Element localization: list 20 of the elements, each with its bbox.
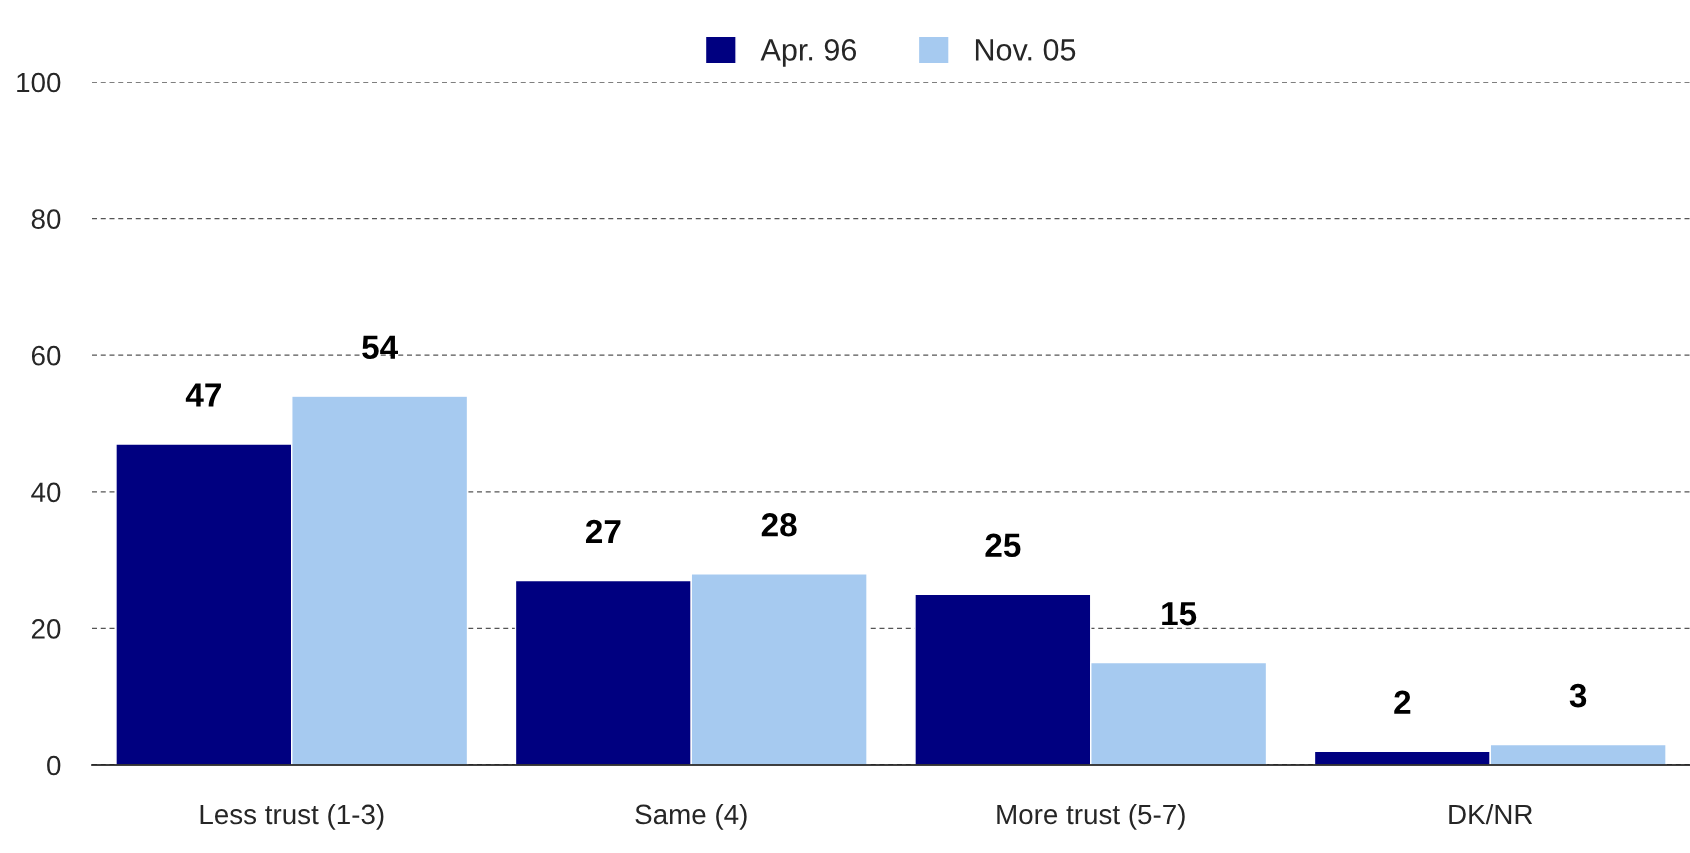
data-label: 3 [1569, 683, 1587, 708]
y-tick-label: 60 [31, 345, 61, 366]
data-label: 15 [1162, 602, 1197, 626]
y-tick-label: 40 [31, 482, 61, 503]
data-label: 25 [985, 533, 1021, 558]
data-label: 2 [1394, 690, 1411, 714]
y-tick-label: 100 [17, 72, 61, 93]
x-tick-label: Same (4) [635, 803, 747, 830]
x-tick-label: Less trust (1-3) [200, 803, 384, 830]
y-tick-label: 0 [47, 755, 61, 776]
y-tick-label: 80 [31, 209, 61, 229]
legend-label: Apr. 96 [760, 39, 856, 67]
y-tick-label: 20 [31, 619, 61, 639]
x-tick-label: More trust (5-7) [997, 803, 1185, 830]
data-label: 27 [585, 519, 621, 544]
legend-label: Nov. 05 [975, 39, 1076, 61]
x-tick-label: DK/NR [1449, 803, 1533, 825]
data-label: 47 [185, 383, 221, 407]
data-label: 28 [761, 513, 797, 537]
data-label: 54 [362, 335, 398, 360]
